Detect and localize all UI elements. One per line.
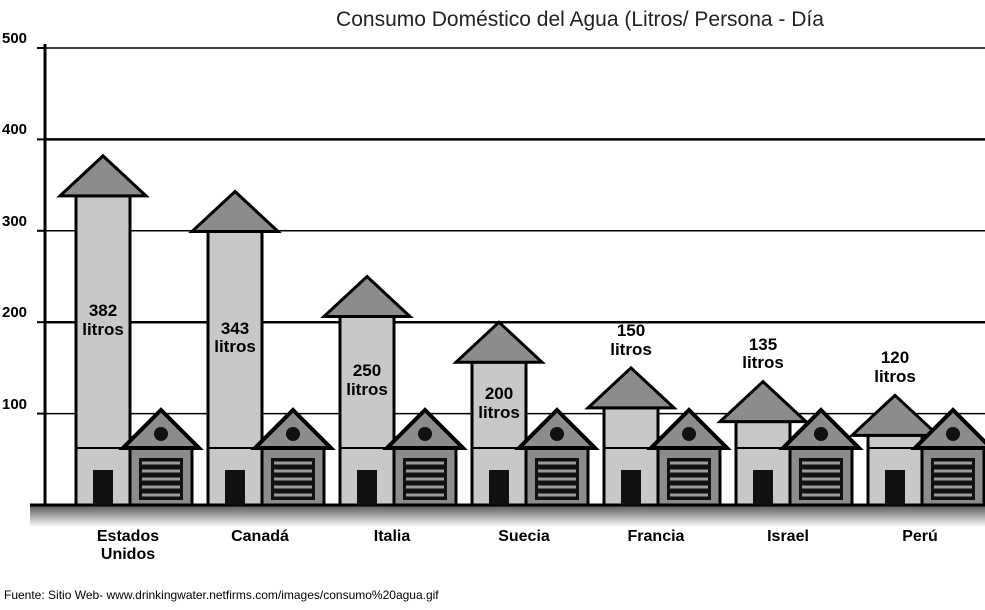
x-tick-label: Estados Unidos bbox=[83, 528, 173, 563]
roof bbox=[852, 395, 938, 435]
house-group bbox=[852, 395, 985, 505]
value-label: 120 litros bbox=[860, 349, 930, 386]
chart-title: Consumo Doméstico del Agua (Litros/ Pers… bbox=[200, 8, 960, 32]
garage-window bbox=[418, 427, 432, 441]
roof bbox=[60, 156, 146, 196]
x-tick-label: Francia bbox=[611, 528, 701, 546]
door bbox=[93, 470, 113, 505]
y-tick-label: 400 bbox=[2, 121, 42, 138]
roof bbox=[456, 322, 542, 362]
x-tick-label: Suecia bbox=[479, 528, 569, 546]
x-tick-label: Canadá bbox=[215, 528, 305, 546]
garage-window bbox=[286, 427, 300, 441]
x-tick-label: Israel bbox=[743, 528, 833, 546]
value-label: 343 litros bbox=[200, 320, 270, 357]
y-tick-label: 500 bbox=[2, 30, 42, 47]
garage-window bbox=[946, 427, 960, 441]
value-label: 200 litros bbox=[464, 385, 534, 422]
door bbox=[357, 470, 377, 505]
door bbox=[753, 470, 773, 505]
y-tick-label: 300 bbox=[2, 213, 42, 230]
garage-window bbox=[682, 427, 696, 441]
house-group bbox=[720, 382, 859, 505]
house-group bbox=[588, 368, 727, 505]
tower bbox=[76, 196, 130, 505]
source-note: Fuente: Sitio Web- www.drinkingwater.net… bbox=[4, 588, 439, 602]
door bbox=[225, 470, 245, 505]
value-label: 150 litros bbox=[596, 322, 666, 359]
y-tick-label: 200 bbox=[2, 304, 42, 321]
tower bbox=[208, 231, 262, 505]
y-tick-label: 100 bbox=[2, 396, 42, 413]
roof bbox=[720, 382, 806, 422]
roof bbox=[324, 277, 410, 317]
roof bbox=[588, 368, 674, 408]
ground bbox=[30, 505, 985, 527]
garage-window bbox=[154, 427, 168, 441]
garage-window bbox=[814, 427, 828, 441]
door bbox=[621, 470, 641, 505]
door bbox=[489, 470, 509, 505]
roof bbox=[192, 191, 278, 231]
x-tick-label: Italia bbox=[347, 528, 437, 546]
chart: Consumo Doméstico del Agua (Litros/ Pers… bbox=[0, 0, 985, 610]
value-label: 135 litros bbox=[728, 336, 798, 373]
value-label: 250 litros bbox=[332, 362, 402, 399]
chart-canvas bbox=[0, 0, 985, 610]
value-label: 382 litros bbox=[68, 302, 138, 339]
door bbox=[885, 470, 905, 505]
x-tick-label: Perú bbox=[875, 528, 965, 546]
garage-window bbox=[550, 427, 564, 441]
